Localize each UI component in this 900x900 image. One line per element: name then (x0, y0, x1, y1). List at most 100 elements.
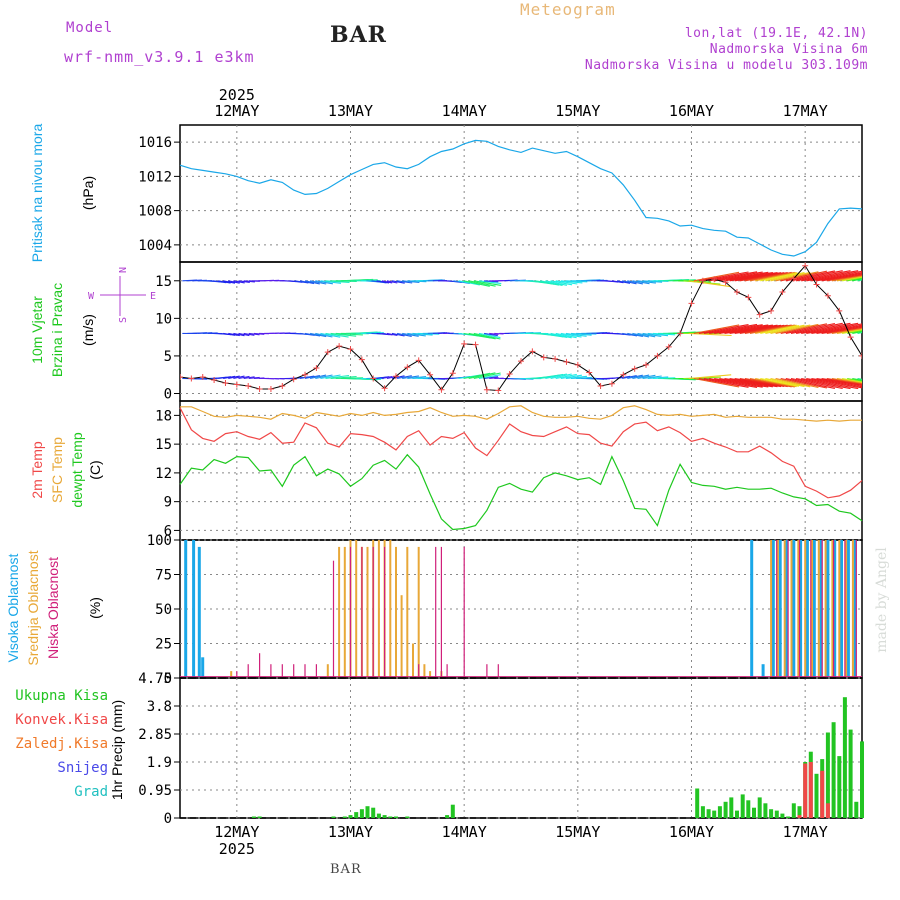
wind-arrow (739, 272, 788, 282)
cloud-bar-1 (406, 546, 409, 678)
wind-arrow (555, 373, 577, 380)
wind-speed-marker (597, 382, 604, 389)
wind-arrow (315, 332, 333, 338)
wind-arrow (555, 332, 577, 339)
year-label-top: 2025 (219, 86, 255, 104)
wind-speed-marker (324, 349, 331, 356)
wind-arrow (294, 280, 309, 284)
precip-ylabel: 1hr Precip (mm) (109, 700, 125, 800)
pressure-ylabel: (hPa) (80, 176, 96, 210)
cloud-bar-0 (201, 657, 205, 678)
wind-arrow (703, 377, 758, 388)
wind-speed-marker (495, 387, 502, 394)
wind-speed-marker (790, 275, 797, 282)
wind-arrow (484, 332, 498, 337)
precip-bar-1 (797, 815, 802, 818)
wind-arrow (550, 280, 573, 286)
wind-arrow (637, 332, 656, 338)
cloud-bar-0 (799, 540, 803, 678)
wind-arrow (223, 280, 236, 284)
precip-bar-0 (365, 806, 370, 818)
wind-arrow (484, 376, 499, 380)
cloud-bar-1 (776, 540, 779, 678)
wind-arrow (391, 280, 405, 284)
wind-arrow (826, 274, 862, 282)
wind-arrow (821, 274, 862, 282)
precip-bar-0 (786, 816, 791, 818)
wind-arrow (458, 280, 480, 286)
cloud-bar-2 (446, 664, 448, 678)
cloud-bar-2 (247, 664, 249, 678)
watermark: made by Angel (874, 547, 890, 653)
precip-bar-0 (348, 815, 353, 818)
precip-bar-0 (354, 812, 359, 818)
wind-arrow (468, 372, 496, 380)
wind-arrow (714, 377, 769, 388)
cloud-bar-0 (761, 664, 765, 678)
precip-bar-0 (769, 809, 774, 818)
wind-speed-marker (461, 340, 468, 347)
wind-speed-marker (427, 371, 434, 378)
wind-speed-marker (438, 386, 445, 393)
cloud-bar-2 (486, 664, 488, 678)
wind-speed-marker (688, 300, 695, 307)
cloud-bar-1 (343, 546, 346, 678)
pressure-panel: 1004 1008 1012 1016 (138, 124, 863, 263)
cloud-bar-2 (844, 540, 846, 678)
wind-speed-marker (188, 375, 195, 382)
wind-arrow (642, 375, 662, 380)
wind-arrow (785, 377, 836, 389)
wind-arrow (622, 375, 637, 380)
wind-arrow (693, 271, 740, 282)
cloud-bar-1 (423, 664, 426, 678)
wind-arrow (688, 280, 731, 288)
wind-arrow (228, 375, 240, 380)
precip-bar-0 (723, 801, 728, 818)
wind-title-1: 10m Vjetar (29, 296, 45, 364)
day-label-bottom: 15MAY (555, 823, 600, 841)
cloud-bar-2 (270, 664, 272, 678)
wind-arrow (714, 324, 769, 334)
temp-ylabel: (C) (87, 460, 103, 479)
wind-arrow (847, 330, 862, 334)
precip-bar-0 (746, 800, 751, 818)
wind-speed-marker (529, 348, 536, 355)
wind-arrow (806, 377, 862, 389)
wind-arrow (550, 332, 572, 339)
wind-arrow (402, 280, 420, 284)
precip-bar-1 (820, 770, 825, 818)
wind-ylabel: (m/s) (80, 314, 96, 346)
precip-bar-0 (450, 804, 455, 818)
wind-arrow (806, 323, 862, 334)
pressure-ytick-label: 1016 (138, 135, 172, 151)
wind-arrow (811, 271, 862, 282)
wind-arrow (396, 332, 412, 337)
wind-arrow (632, 280, 650, 285)
cloud-bar-1 (783, 540, 786, 678)
day-label-bottom: 12MAY (214, 823, 259, 841)
station-title: BAR (330, 22, 387, 48)
precip-bar-0 (825, 732, 830, 818)
wind-arrow (775, 271, 819, 282)
precip-bar-0 (740, 794, 745, 818)
wind-arrow (806, 270, 862, 282)
cloud-bar-2 (787, 540, 789, 678)
wind-arrow (729, 377, 782, 388)
temperature-ytick-label: 6 (164, 523, 172, 539)
wind-arrow (842, 276, 862, 282)
cloud-bar-2 (304, 664, 306, 678)
wind-plot-area (180, 262, 862, 394)
wind-arrow (852, 377, 862, 381)
wind-arrow (233, 332, 245, 337)
cloud-bar-0 (792, 540, 796, 678)
wind-arrow (831, 275, 862, 282)
wind-arrow (335, 332, 363, 336)
wind-arrow (632, 332, 650, 338)
cloud-bar-1 (366, 546, 369, 678)
wind-arrow (463, 372, 491, 380)
cloud-bar-0 (853, 540, 857, 678)
wind-speed-marker (279, 382, 286, 389)
wind-arrow (724, 324, 778, 334)
clouds-ytick-label: 25 (155, 637, 172, 653)
